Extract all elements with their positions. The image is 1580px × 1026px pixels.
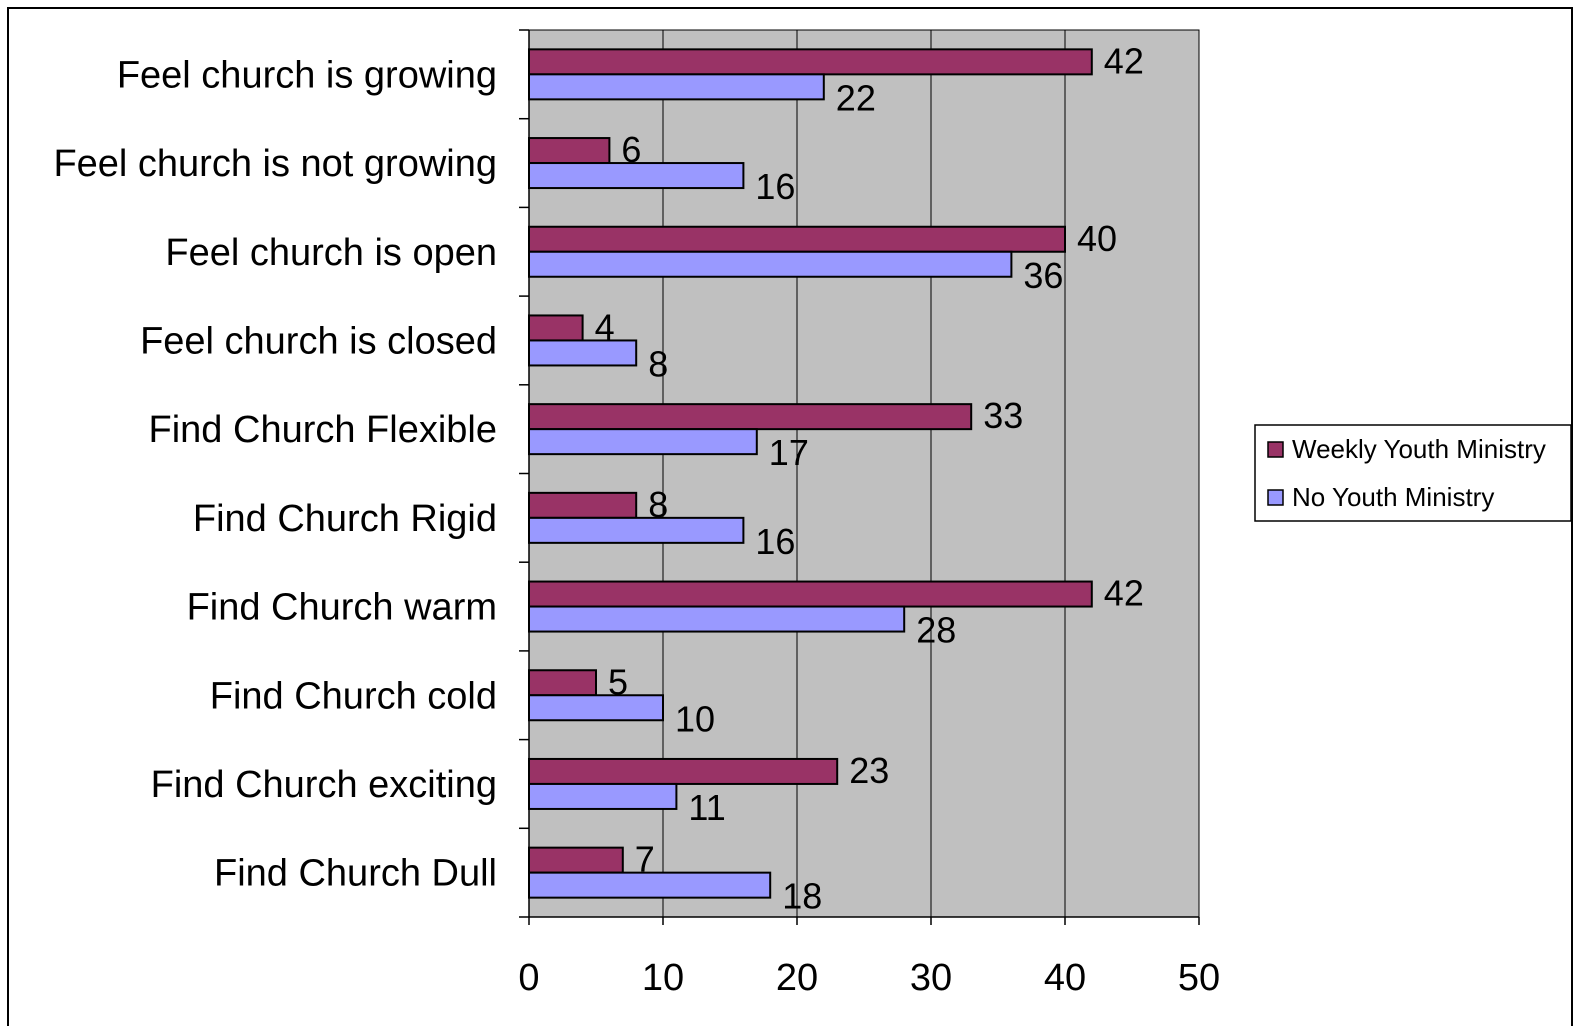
category-label: Find Church exciting — [151, 764, 497, 806]
bar-none-6 — [528, 605, 906, 633]
bar-none-8 — [528, 782, 678, 810]
bar-none-5 — [528, 516, 745, 544]
category-label: Feel church is open — [165, 232, 497, 274]
bar-none-3 — [528, 339, 638, 367]
x-tick-label: 0 — [518, 957, 539, 999]
bars — [528, 48, 1093, 899]
legend-box — [1254, 424, 1572, 522]
bar-weekly-9 — [528, 846, 624, 874]
data-label: 16 — [755, 521, 795, 562]
bar-none-4 — [528, 428, 758, 456]
category-labels: Feel church is growing Feel church is not… — [53, 54, 497, 894]
bar-weekly-5 — [528, 491, 638, 519]
category-label: Find Church Rigid — [193, 498, 497, 540]
legend-swatch-no-youth-ministry — [1267, 489, 1284, 506]
category-label: Feel church is growing — [117, 54, 497, 96]
legend-label-no-youth-ministry: No Youth Ministry — [1292, 482, 1494, 512]
x-tick-labels: 0 10 20 30 40 50 — [518, 957, 1220, 999]
data-label: 10 — [675, 698, 715, 739]
x-tick-label: 50 — [1178, 957, 1220, 999]
data-label: 8 — [648, 484, 668, 525]
data-label: 42 — [1104, 573, 1144, 614]
category-label: Find Church Flexible — [149, 409, 497, 451]
category-label: Feel church is not growing — [53, 143, 497, 185]
data-label: 18 — [782, 876, 822, 917]
bar-weekly-4 — [528, 403, 973, 431]
bar-none-7 — [528, 694, 664, 722]
data-label: 40 — [1077, 218, 1117, 259]
data-label: 4 — [595, 306, 615, 347]
data-label: 16 — [755, 166, 795, 207]
data-label: 6 — [621, 129, 641, 170]
data-label: 28 — [916, 610, 956, 651]
category-label: Feel church is closed — [140, 320, 497, 362]
bar-weekly-6 — [528, 580, 1093, 608]
category-label: Find Church warm — [187, 587, 497, 629]
data-label: 7 — [635, 839, 655, 880]
x-tick-label: 30 — [910, 957, 952, 999]
x-tick-label: 20 — [776, 957, 818, 999]
axes — [519, 29, 1200, 925]
bar-weekly-8 — [528, 757, 839, 785]
data-label: 36 — [1023, 255, 1063, 296]
bar-weekly-3 — [528, 314, 584, 342]
bar-none-0 — [528, 73, 825, 101]
data-label: 22 — [836, 77, 876, 118]
category-label: Find Church Dull — [214, 853, 497, 895]
legend: Weekly Youth Ministry No Youth Ministry — [1254, 424, 1572, 522]
legend-label-weekly-youth-ministry: Weekly Youth Ministry — [1292, 434, 1546, 464]
bar-none-1 — [528, 162, 745, 190]
data-label: 23 — [849, 750, 889, 791]
bar-weekly-1 — [528, 137, 611, 165]
data-label: 17 — [769, 432, 809, 473]
data-label: 5 — [608, 661, 628, 702]
x-tick-label: 40 — [1044, 957, 1086, 999]
legend-swatch-weekly-youth-ministry — [1267, 441, 1284, 458]
bar-weekly-7 — [528, 669, 597, 697]
x-tick-label: 10 — [642, 957, 684, 999]
data-label: 33 — [983, 395, 1023, 436]
data-label: 42 — [1104, 40, 1144, 81]
bar-none-2 — [528, 250, 1013, 278]
category-label: Find Church cold — [210, 675, 497, 717]
data-label: 11 — [688, 787, 725, 828]
data-label: 8 — [648, 343, 668, 384]
bar-weekly-2 — [528, 225, 1066, 253]
bar-weekly-0 — [528, 48, 1093, 76]
bar-none-9 — [528, 871, 772, 899]
